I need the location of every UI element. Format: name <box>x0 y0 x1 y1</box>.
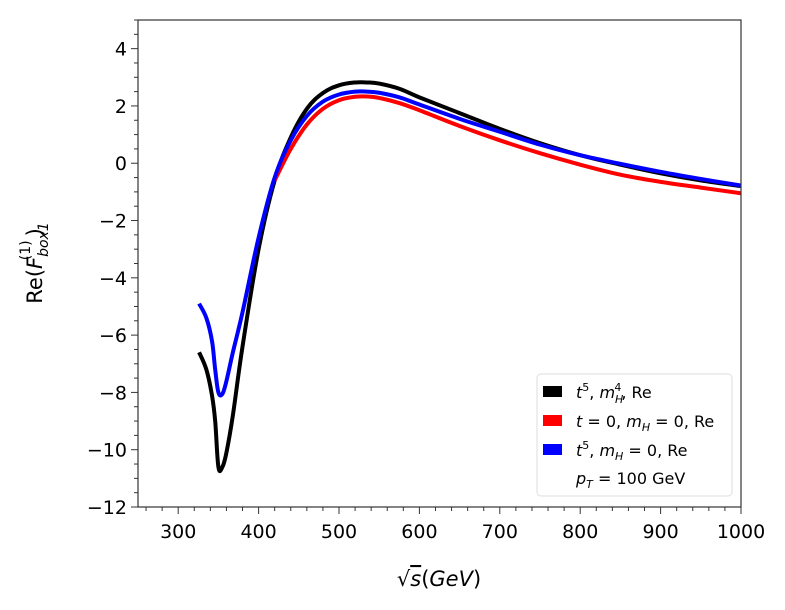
x-axis: 300 400 500 600 700 800 900 1000 <box>145 507 765 543</box>
x-tick-label: 400 <box>240 521 276 543</box>
y-tick-label: −2 <box>99 211 127 233</box>
y-tick-label: −6 <box>99 325 127 347</box>
legend-entry-1: t5, mH4, Re <box>576 381 652 406</box>
legend-swatch-blue <box>543 444 562 455</box>
y-tick-label: 0 <box>115 153 127 175</box>
y-tick-label: −10 <box>87 440 127 462</box>
x-tick-label: 700 <box>482 521 518 543</box>
y-axis: −12 −10 −8 −6 −4 −2 0 2 4 <box>87 19 138 519</box>
x-axis-label: √s(GeV) <box>397 567 481 591</box>
x-tick-label: 500 <box>321 521 357 543</box>
x-tick-label: 900 <box>642 521 678 543</box>
series-line-1 <box>272 94 741 196</box>
legend-entry-3: t5, mH = 0, Re <box>576 439 688 463</box>
x-tick-label: 1000 <box>717 521 765 543</box>
y-axis-label: Re(Fbox1(1)) <box>18 222 52 304</box>
legend-entry-2: t = 0, mH = 0, Re <box>576 412 714 434</box>
y-tick-label: −4 <box>99 268 127 290</box>
series-line-2 <box>197 89 741 398</box>
y-tick-label: 2 <box>115 96 127 118</box>
y-tick-label: 4 <box>115 39 127 61</box>
series-layer <box>197 80 741 474</box>
legend-swatch-red <box>543 415 562 426</box>
legend: t5, mH4, Re t = 0, mH = 0, Re t5, mH = 0… <box>536 373 733 497</box>
x-tick-label: 600 <box>401 521 437 543</box>
legend-annotation-pt: pT = 100 GeV <box>575 469 685 491</box>
legend-swatch-black <box>543 386 562 397</box>
y-tick-label: −12 <box>87 497 127 519</box>
svg-text:Re(Fbox1(1)): Re(Fbox1(1)) <box>18 222 52 304</box>
legend-box <box>536 373 733 497</box>
x-tick-label: 800 <box>562 521 598 543</box>
x-tick-label: 300 <box>160 521 196 543</box>
y-tick-label: −8 <box>99 382 127 404</box>
